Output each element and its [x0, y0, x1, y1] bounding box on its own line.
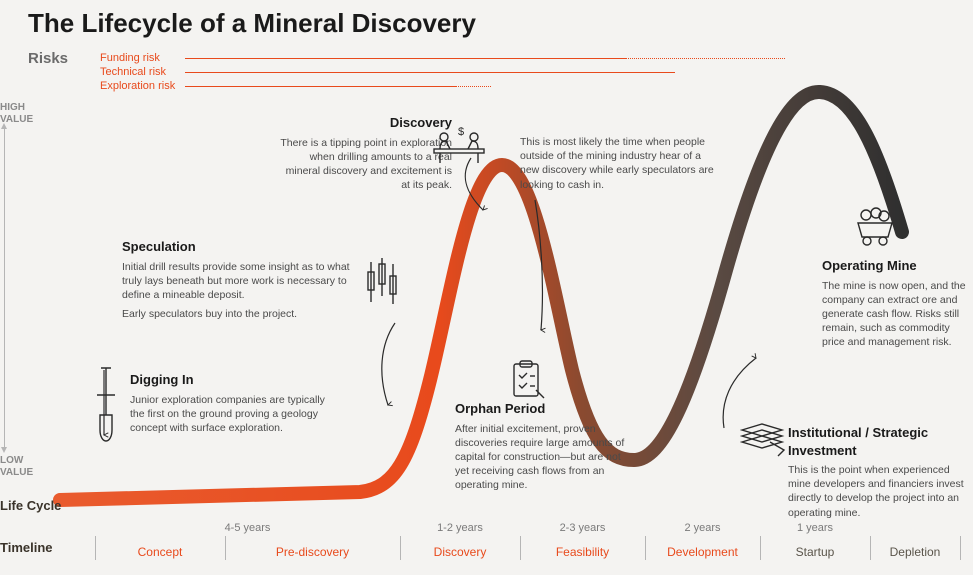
clipboard-icon	[510, 360, 546, 400]
phase-tick	[870, 536, 871, 560]
phase-name: Depletion	[870, 545, 960, 559]
callout-speculation: Speculation Initial drill results provid…	[122, 238, 357, 321]
phase-name: Pre-discovery	[225, 545, 400, 559]
callout-title: Operating Mine	[822, 257, 970, 275]
callout-title: Digging In	[130, 371, 330, 389]
phase-tick	[95, 536, 96, 560]
phase-tick	[520, 536, 521, 560]
callout-title: Orphan Period	[455, 400, 630, 418]
phase-tick	[960, 536, 961, 560]
callout-institutional: Institutional / Strategic Investment Thi…	[788, 424, 968, 520]
phase-duration: 2 years	[645, 522, 760, 534]
callout-orphan: Orphan Period After initial excitement, …	[455, 400, 630, 492]
callout-title: Institutional / Strategic Investment	[788, 424, 968, 459]
phase-duration: 2-3 years	[520, 522, 645, 534]
timeline-axis-label: Timeline	[0, 540, 53, 555]
document-stack-icon	[740, 422, 786, 458]
phase-tick	[645, 536, 646, 560]
callout-cash-in: This is most likely the time when people…	[520, 135, 715, 192]
callout-body: After initial excitement, proven discove…	[455, 422, 630, 493]
phase-duration: 1 years	[760, 522, 870, 534]
mine-cart-icon	[850, 203, 900, 247]
phase-duration: 4-5 years	[95, 522, 400, 534]
meeting-icon: $	[430, 127, 488, 165]
connector-arrow	[723, 358, 756, 428]
callout-extra: Early speculators buy into the project.	[122, 307, 357, 321]
shovel-icon	[95, 365, 117, 445]
callout-title: Speculation	[122, 238, 357, 256]
callout-body: This is most likely the time when people…	[520, 135, 715, 192]
callout-body: There is a tipping point in exploration …	[280, 136, 452, 193]
callout-digging-in: Digging In Junior exploration companies …	[130, 371, 330, 435]
candlestick-icon	[365, 258, 399, 306]
lifecycle-axis-label: Life Cycle	[0, 498, 61, 513]
phase-tick	[400, 536, 401, 560]
svg-text:$: $	[458, 127, 464, 138]
callout-body: Initial drill results provide some insig…	[122, 260, 357, 303]
callout-operating: Operating Mine The mine is now open, and…	[822, 257, 970, 349]
phase-tick	[225, 536, 226, 560]
callout-body: Junior exploration companies are typical…	[130, 393, 330, 436]
phase-tick	[760, 536, 761, 560]
connector-arrow	[382, 323, 395, 405]
phase-name: Startup	[760, 545, 870, 559]
phase-name: Feasibility	[520, 545, 645, 559]
callout-discovery: Discovery There is a tipping point in ex…	[280, 114, 452, 192]
phase-name: Development	[645, 545, 760, 559]
callout-title: Discovery	[280, 114, 452, 132]
callout-body: This is the point when experienced mine …	[788, 463, 968, 520]
callout-body: The mine is now open, and the company ca…	[822, 279, 970, 350]
phase-name: Concept	[95, 545, 225, 559]
phase-name: Discovery	[400, 545, 520, 559]
phase-duration: 1-2 years	[400, 522, 520, 534]
